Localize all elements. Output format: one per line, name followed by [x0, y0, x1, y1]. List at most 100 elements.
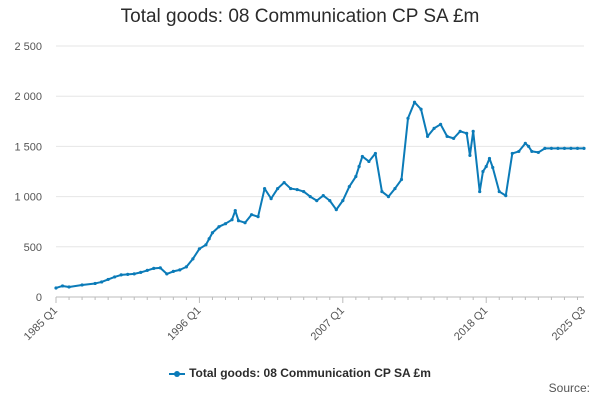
data-point[interactable] — [373, 151, 378, 156]
data-point[interactable] — [210, 231, 215, 235]
data-point[interactable] — [445, 134, 449, 138]
data-point[interactable] — [249, 213, 254, 217]
data-point[interactable] — [197, 247, 202, 251]
data-point[interactable] — [487, 156, 492, 161]
y-tick-label: 1 500 — [14, 141, 42, 153]
data-point[interactable] — [302, 189, 306, 194]
data-point[interactable] — [354, 174, 358, 179]
data-point[interactable] — [171, 269, 175, 273]
data-point[interactable] — [484, 164, 488, 169]
data-point[interactable] — [536, 150, 540, 155]
series-layer — [54, 100, 586, 290]
x-tick-label: 2018 Q1 — [452, 305, 490, 343]
data-point[interactable] — [468, 153, 472, 158]
data-point[interactable] — [223, 222, 228, 226]
data-point[interactable] — [357, 164, 361, 169]
data-point[interactable] — [106, 277, 110, 282]
data-point[interactable] — [236, 219, 241, 223]
data-point[interactable] — [54, 286, 58, 290]
data-point[interactable] — [67, 285, 71, 289]
data-point[interactable] — [119, 273, 123, 277]
data-point[interactable] — [549, 146, 554, 151]
data-point[interactable] — [432, 126, 436, 130]
data-point[interactable] — [380, 189, 384, 194]
data-point[interactable] — [178, 268, 182, 272]
data-point[interactable] — [510, 151, 514, 156]
y-tick-label: 1 000 — [14, 192, 42, 204]
data-point[interactable] — [230, 218, 234, 222]
data-point[interactable] — [481, 169, 485, 174]
data-point[interactable] — [419, 107, 423, 111]
gridlines — [56, 45, 584, 298]
data-point[interactable] — [217, 225, 221, 229]
legend: Total goods: 08 Communication CP SA £m — [0, 366, 600, 380]
data-point[interactable] — [438, 122, 443, 126]
data-point[interactable] — [262, 186, 267, 191]
y-axis: 0 500 1 000 1 500 2 000 2 500 — [14, 41, 42, 304]
data-point[interactable] — [243, 221, 247, 225]
data-point[interactable] — [562, 146, 567, 151]
data-point[interactable] — [347, 184, 351, 189]
data-point[interactable] — [328, 199, 332, 203]
data-point[interactable] — [204, 243, 208, 247]
data-point[interactable] — [478, 189, 482, 194]
data-point[interactable] — [491, 165, 495, 170]
data-point[interactable] — [269, 197, 273, 201]
data-point[interactable] — [471, 129, 475, 133]
x-tick-label: 2007 Q1 — [309, 305, 347, 343]
data-point[interactable] — [289, 186, 293, 191]
y-tick-label: 0 — [36, 292, 42, 304]
data-point[interactable] — [132, 272, 136, 276]
data-point[interactable] — [282, 180, 286, 185]
data-point[interactable] — [569, 146, 573, 151]
data-point[interactable] — [393, 186, 397, 191]
data-point[interactable] — [526, 144, 531, 148]
data-point[interactable] — [126, 272, 130, 277]
data-point[interactable] — [497, 189, 501, 194]
data-point[interactable] — [315, 199, 319, 203]
x-tick-label: 2025 Q3 — [550, 305, 588, 343]
data-point[interactable] — [145, 268, 149, 272]
data-point[interactable] — [425, 134, 430, 138]
data-point[interactable] — [321, 193, 325, 198]
data-point[interactable] — [233, 209, 237, 213]
data-point[interactable] — [256, 215, 260, 219]
data-point[interactable] — [517, 149, 521, 154]
data-point[interactable] — [399, 177, 404, 182]
data-point[interactable] — [341, 199, 345, 203]
x-tick-label: 1985 Q1 — [22, 305, 60, 343]
data-point[interactable] — [60, 284, 65, 288]
data-point[interactable] — [295, 187, 299, 192]
data-point[interactable] — [191, 257, 195, 261]
data-point[interactable] — [184, 265, 188, 269]
data-point[interactable] — [158, 266, 162, 270]
legend-line-icon — [169, 370, 186, 377]
data-point[interactable] — [100, 280, 104, 284]
data-point[interactable] — [276, 186, 280, 191]
data-point[interactable] — [465, 131, 469, 135]
data-point[interactable] — [80, 283, 84, 287]
data-point[interactable] — [334, 208, 338, 212]
data-point[interactable] — [152, 266, 156, 270]
data-point[interactable] — [367, 159, 371, 164]
data-point[interactable] — [207, 237, 211, 241]
data-point[interactable] — [113, 275, 117, 279]
data-point[interactable] — [308, 195, 312, 199]
data-point[interactable] — [165, 272, 169, 276]
data-point[interactable] — [386, 195, 391, 199]
data-point[interactable] — [582, 146, 586, 151]
data-point[interactable] — [556, 146, 560, 151]
data-point[interactable] — [360, 154, 364, 159]
data-point[interactable] — [406, 116, 410, 120]
data-point[interactable] — [458, 129, 462, 133]
data-point[interactable] — [452, 136, 456, 140]
data-point[interactable] — [523, 141, 527, 145]
data-point[interactable] — [543, 146, 547, 151]
data-point[interactable] — [412, 100, 417, 104]
data-point[interactable] — [530, 149, 534, 154]
data-point[interactable] — [93, 281, 97, 286]
data-point[interactable] — [575, 146, 580, 151]
data-point[interactable] — [504, 193, 508, 198]
x-tick-label: 1996 Q1 — [165, 305, 203, 343]
data-point[interactable] — [139, 270, 143, 275]
